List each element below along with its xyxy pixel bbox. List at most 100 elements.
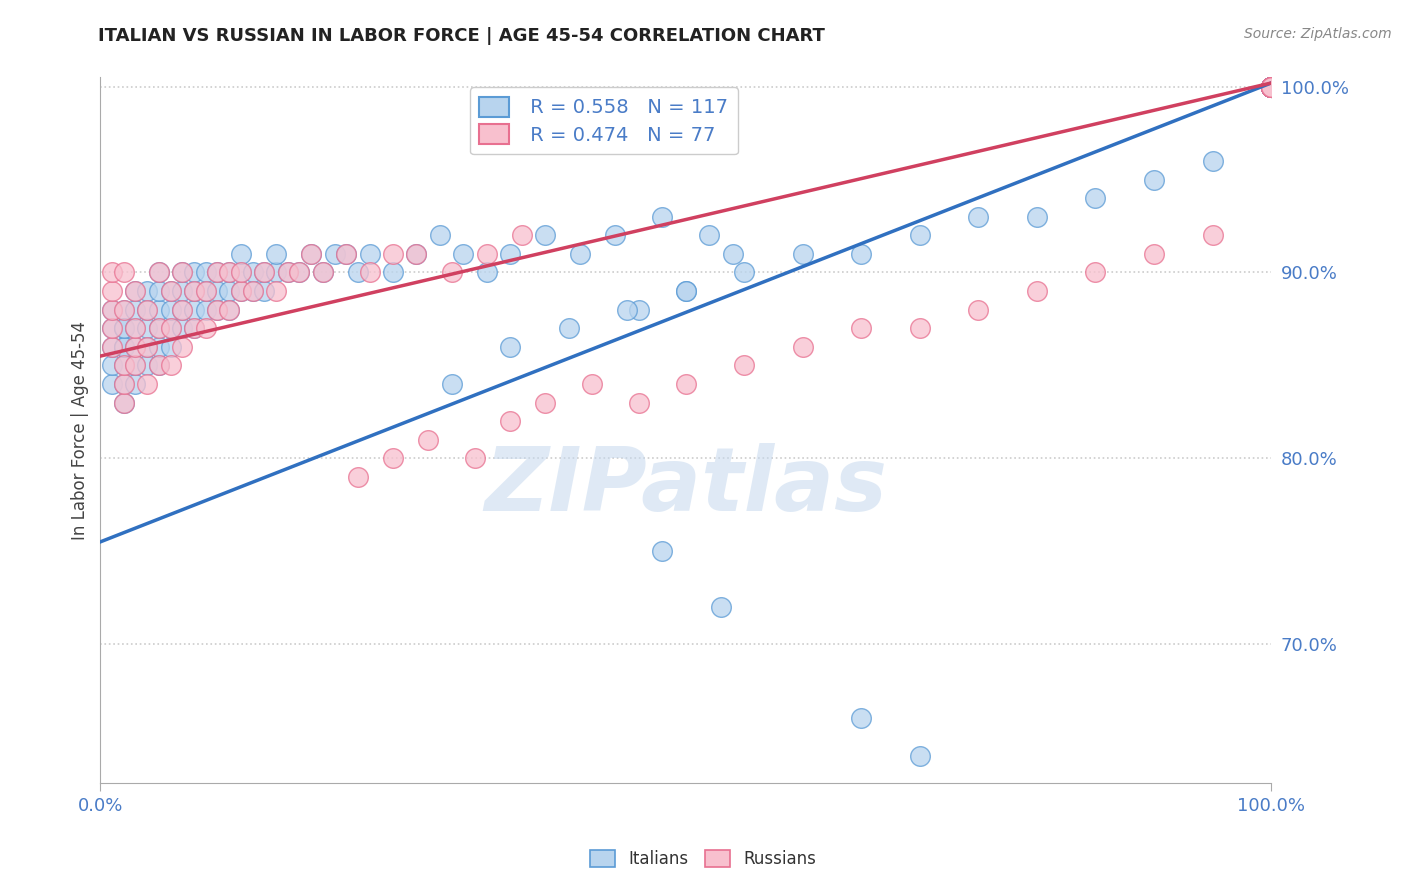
Point	[312, 265, 335, 279]
Text: ITALIAN VS RUSSIAN IN LABOR FORCE | AGE 45-54 CORRELATION CHART: ITALIAN VS RUSSIAN IN LABOR FORCE | AGE …	[98, 27, 825, 45]
Point	[148, 321, 170, 335]
Point	[1084, 191, 1107, 205]
Point	[207, 265, 229, 279]
Point	[1026, 210, 1049, 224]
Point	[534, 228, 557, 243]
Point	[323, 247, 346, 261]
Point	[967, 302, 990, 317]
Point	[101, 265, 124, 279]
Point	[124, 284, 146, 298]
Point	[159, 321, 181, 335]
Point	[148, 284, 170, 298]
Point	[534, 395, 557, 409]
Point	[1260, 79, 1282, 94]
Legend: Italians, Russians: Italians, Russians	[583, 843, 823, 875]
Point	[967, 210, 990, 224]
Point	[1143, 247, 1166, 261]
Point	[101, 302, 124, 317]
Point	[148, 340, 170, 354]
Point	[1260, 79, 1282, 94]
Point	[207, 302, 229, 317]
Point	[675, 284, 697, 298]
Point	[124, 340, 146, 354]
Point	[418, 433, 440, 447]
Point	[194, 265, 217, 279]
Point	[335, 247, 357, 261]
Point	[194, 321, 217, 335]
Point	[159, 321, 181, 335]
Point	[172, 302, 194, 317]
Point	[229, 265, 252, 279]
Point	[1260, 79, 1282, 94]
Point	[908, 748, 931, 763]
Point	[253, 284, 276, 298]
Point	[453, 247, 475, 261]
Point	[207, 284, 229, 298]
Point	[1260, 79, 1282, 94]
Point	[1260, 79, 1282, 94]
Point	[288, 265, 311, 279]
Point	[651, 210, 673, 224]
Point	[710, 599, 733, 614]
Point	[697, 228, 720, 243]
Point	[499, 247, 522, 261]
Point	[1260, 79, 1282, 94]
Point	[159, 284, 181, 298]
Point	[218, 265, 240, 279]
Point	[359, 247, 381, 261]
Point	[557, 321, 579, 335]
Point	[733, 359, 755, 373]
Point	[148, 302, 170, 317]
Point	[1260, 79, 1282, 94]
Point	[136, 359, 159, 373]
Point	[1260, 79, 1282, 94]
Point	[277, 265, 299, 279]
Point	[124, 359, 146, 373]
Point	[792, 340, 814, 354]
Point	[101, 321, 124, 335]
Point	[148, 359, 170, 373]
Point	[194, 284, 217, 298]
Point	[1260, 79, 1282, 94]
Point	[183, 265, 205, 279]
Point	[1260, 79, 1282, 94]
Point	[242, 284, 264, 298]
Point	[264, 265, 287, 279]
Point	[183, 321, 205, 335]
Point	[112, 376, 135, 391]
Point	[721, 247, 744, 261]
Point	[112, 340, 135, 354]
Point	[101, 376, 124, 391]
Point	[627, 302, 650, 317]
Point	[218, 284, 240, 298]
Point	[229, 284, 252, 298]
Point	[183, 284, 205, 298]
Point	[159, 284, 181, 298]
Point	[851, 711, 873, 725]
Point	[1260, 79, 1282, 94]
Point	[264, 284, 287, 298]
Point	[183, 302, 205, 317]
Point	[675, 284, 697, 298]
Point	[112, 321, 135, 335]
Point	[159, 359, 181, 373]
Point	[172, 265, 194, 279]
Point	[464, 451, 486, 466]
Point	[1260, 79, 1282, 94]
Point	[382, 247, 405, 261]
Point	[499, 414, 522, 428]
Point	[242, 265, 264, 279]
Point	[264, 247, 287, 261]
Point	[475, 247, 498, 261]
Point	[194, 302, 217, 317]
Point	[733, 265, 755, 279]
Point	[112, 321, 135, 335]
Point	[440, 265, 463, 279]
Point	[101, 340, 124, 354]
Point	[792, 247, 814, 261]
Point	[124, 359, 146, 373]
Point	[1026, 284, 1049, 298]
Point	[148, 321, 170, 335]
Point	[101, 359, 124, 373]
Point	[229, 265, 252, 279]
